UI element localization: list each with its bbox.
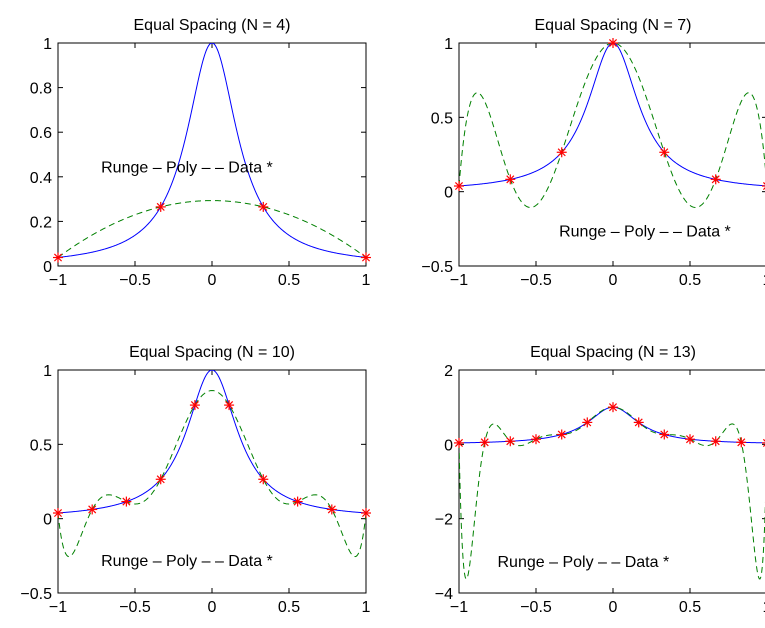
plot-area [58,370,366,558]
x-tick-label: 0 [208,599,217,616]
axes-box [57,369,367,594]
x-tick-label: 1 [763,272,765,289]
chart-title: Equal Spacing (N = 7) [535,17,692,34]
axes-box [57,42,367,267]
data-point-star [155,201,166,212]
x-tick-label: −1 [49,599,67,616]
x-tick-label: −0.5 [119,599,151,616]
series-poly-line [58,200,366,258]
data-point-star [121,496,132,507]
y-tick-label: 0.6 [30,125,52,142]
data-point-star [155,474,166,485]
data-point-star [53,508,63,519]
y-tick-label: 0.5 [30,437,52,454]
y-tick-label: −2 [435,512,453,529]
x-tick-label: 1 [362,272,371,289]
data-point-star [454,181,464,192]
y-tick-label: 0 [444,437,453,454]
subplot-3: Equal Spacing (N = 10)−1 −0.5 0 0.5 1−0.500.… [20,344,371,616]
data-point-star [454,437,464,448]
data-point-star [326,504,337,515]
x-tick-label: 0 [609,272,618,289]
data-point-star [608,402,618,413]
y-tick-label: 0.8 [30,81,52,98]
y-tick-label: 0.4 [30,170,52,187]
x-tick-label: 0 [609,599,618,616]
y-tick-label: 0.5 [431,110,453,127]
data-point-star [87,504,98,515]
plot-area [58,43,366,258]
chart-title: Equal Spacing (N = 4) [134,17,291,34]
data-point-star [685,434,695,445]
data-point-star [505,174,516,185]
data-point-star [53,252,63,263]
y-tick-label: 0 [444,185,453,202]
subplot-4: Equal Spacing (N = 13) −1 −0.5 0 0.5 1 −4 −2 0 2 R… [435,344,765,616]
y-tick-label: −0.5 [421,259,453,276]
subplot-1: Equal Spacing (N = 4) −1 −0.5 0 0.5 1 0 0.2 0.4 0… [30,17,371,289]
data-point-star [258,474,269,485]
chart-title: Equal Spacing (N = 10) [129,344,295,361]
x-tick-label: 0 [208,272,217,289]
chart-title: Equal Spacing (N = 13) [530,344,696,361]
data-point-star [361,508,371,519]
y-tick-label: 1 [43,363,52,380]
data-point-star [189,400,200,411]
data-point-star [479,437,490,448]
data-point-star [582,417,593,428]
data-point-star [633,417,644,428]
x-tick-label: 1 [763,599,765,616]
x-tick-label: 1 [362,599,371,616]
y-tick-label: 1 [444,36,453,53]
series-runge-line [58,370,366,514]
y-tick-label: 0 [43,259,52,276]
data-point-star [361,252,371,263]
data-point-star [556,147,567,158]
legend-annotation: Runge – Poly – – Data * [498,554,670,571]
series-poly-line [58,390,366,558]
data-point-star [710,436,721,447]
series-runge-line [58,43,366,258]
data-point-star [292,496,303,507]
y-tick-label: 1 [43,36,52,53]
x-tick-label: −0.5 [119,272,151,289]
data-point-star [505,436,516,447]
data-point-star [531,434,541,445]
x-tick-label: −1 [450,272,468,289]
x-tick-label: 0.5 [278,272,300,289]
subplot-2: Equal Spacing (N = 7)−1−0.500.51−0.500.5… [421,17,765,289]
data-point-star [608,38,618,48]
x-tick-label: −1 [49,272,67,289]
data-point-star [659,429,670,440]
data-point-star [258,201,269,212]
x-tick-label: 0.5 [679,599,701,616]
legend-annotation: Runge – Poly – – Data * [559,223,731,240]
x-tick-label: −0.5 [520,272,552,289]
y-tick-label: −4 [435,586,453,603]
x-tick-label: 0.5 [278,599,300,616]
y-tick-label: 2 [444,363,453,380]
data-point-star [710,174,721,185]
data-point-star [224,400,235,411]
y-tick-label: 0.2 [30,214,52,231]
data-point-star [736,437,747,448]
data-point-star [556,429,567,440]
y-tick-label: 0 [43,512,52,529]
x-tick-label: −1 [450,599,468,616]
legend-annotation: Runge – Poly – – Data * [101,159,273,176]
x-tick-label: −0.5 [520,599,552,616]
data-point-star [659,147,670,158]
legend-annotation: Runge – Poly – – Data * [101,553,273,570]
x-tick-label: 0.5 [679,272,701,289]
y-tick-label: −0.5 [20,586,52,603]
